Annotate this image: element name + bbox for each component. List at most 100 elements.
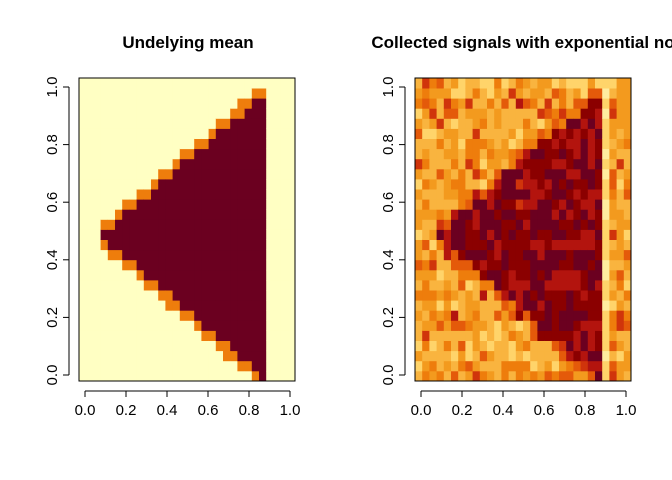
heatmap-cell [287, 118, 296, 129]
heatmap-cell [537, 78, 545, 89]
heatmap-cell [244, 280, 253, 291]
heatmap-cell [515, 239, 524, 251]
heatmap-cell [122, 320, 130, 331]
heatmap-cell [266, 108, 274, 119]
heatmap-cell [609, 239, 617, 251]
heatmap-cell [179, 78, 188, 89]
heatmap-cell [158, 370, 166, 382]
heatmap-cell [573, 249, 581, 261]
heatmap-cell [609, 300, 617, 311]
heatmap-cell [107, 158, 116, 170]
heatmap-cell [151, 320, 159, 331]
heatmap-cell [523, 310, 531, 321]
heatmap-cell [580, 360, 589, 372]
heatmap-cell [244, 320, 253, 331]
heatmap-cell [595, 320, 603, 331]
heatmap-cell [443, 128, 452, 139]
heatmap-cell [122, 290, 130, 301]
heatmap-cell [79, 300, 87, 311]
heatmap-cell [623, 219, 632, 230]
heatmap-cell [259, 138, 267, 150]
heatmap-cell [616, 209, 625, 220]
heatmap-cell [215, 98, 224, 109]
heatmap-cell [122, 148, 130, 160]
heatmap-cell [623, 320, 632, 331]
heatmap-cell [266, 370, 274, 382]
heatmap-cell [422, 118, 430, 129]
heatmap-cell [115, 138, 123, 150]
heatmap-cell [143, 290, 152, 301]
heatmap-cell [136, 280, 145, 291]
heatmap-cell [515, 249, 524, 261]
heatmap-cell [551, 259, 560, 271]
heatmap-cell [429, 280, 437, 291]
heatmap-cell [537, 128, 545, 139]
heatmap-cell [143, 179, 152, 190]
heatmap-cell [280, 370, 289, 382]
heatmap-cell [122, 370, 130, 382]
heatmap-cell [251, 209, 260, 220]
heatmap-cell [551, 78, 560, 89]
y-tick-label: 1.0 [44, 77, 61, 98]
heatmap-cell [595, 199, 603, 210]
heatmap-cell [86, 189, 94, 200]
heatmap-cell [251, 179, 260, 190]
heatmap-cell [479, 350, 488, 362]
heatmap-cell [537, 158, 545, 170]
heatmap-cell [479, 290, 488, 301]
heatmap-cell [573, 118, 581, 129]
heatmap-cell [623, 98, 632, 109]
heatmap-cell [623, 310, 632, 321]
heatmap-cell [587, 249, 596, 261]
heatmap-cell [443, 290, 452, 301]
heatmap-cell [158, 280, 166, 291]
heatmap-cell [215, 179, 224, 190]
heatmap-cell [237, 199, 245, 210]
x-tick-label: 0.8 [575, 402, 596, 419]
heatmap-cell [194, 239, 202, 251]
heatmap-cell [93, 229, 101, 240]
heatmap-cell [158, 219, 166, 230]
heatmap-cell [580, 310, 589, 321]
heatmap-cell [223, 138, 231, 150]
heatmap-cell [280, 249, 289, 261]
heatmap-cell [595, 350, 603, 362]
heatmap-cell [443, 108, 452, 119]
heatmap-cell [136, 249, 145, 261]
heatmap-cell [623, 300, 632, 311]
heatmap-cell [280, 350, 289, 362]
heatmap-cell [172, 290, 181, 301]
heatmap-cell [273, 269, 281, 281]
heatmap-cell [266, 290, 274, 301]
heatmap-cell [172, 168, 181, 180]
heatmap-cell [487, 280, 495, 291]
heatmap-cell [208, 320, 217, 331]
heatmap-cell [616, 98, 625, 109]
heatmap-cell [194, 290, 202, 301]
heatmap-cell [208, 189, 217, 200]
heatmap-cell [443, 370, 452, 382]
heatmap-cell [179, 189, 188, 200]
heatmap-cell [151, 229, 159, 240]
heatmap-cell [129, 138, 137, 150]
heatmap-cell [172, 249, 181, 261]
heatmap-cell [266, 320, 274, 331]
heatmap-cell [208, 280, 217, 291]
heatmap-cell [172, 229, 181, 240]
heatmap-cell [415, 199, 423, 210]
heatmap-cell [93, 108, 101, 119]
heatmap-cell [465, 340, 473, 352]
heatmap-cell [415, 370, 423, 382]
heatmap-cell [187, 249, 195, 261]
heatmap-cell [201, 78, 209, 89]
heatmap-cell [551, 280, 560, 291]
heatmap-cell [602, 249, 610, 261]
heatmap-cell [530, 360, 538, 372]
heatmap-cell [179, 330, 188, 341]
heatmap-cell [158, 300, 166, 311]
heatmap-cell [287, 370, 296, 382]
x-tick-label: 0.8 [239, 402, 260, 419]
heatmap-cell [458, 88, 466, 99]
heatmap-cell [487, 290, 495, 301]
heatmap-cell [623, 199, 632, 210]
